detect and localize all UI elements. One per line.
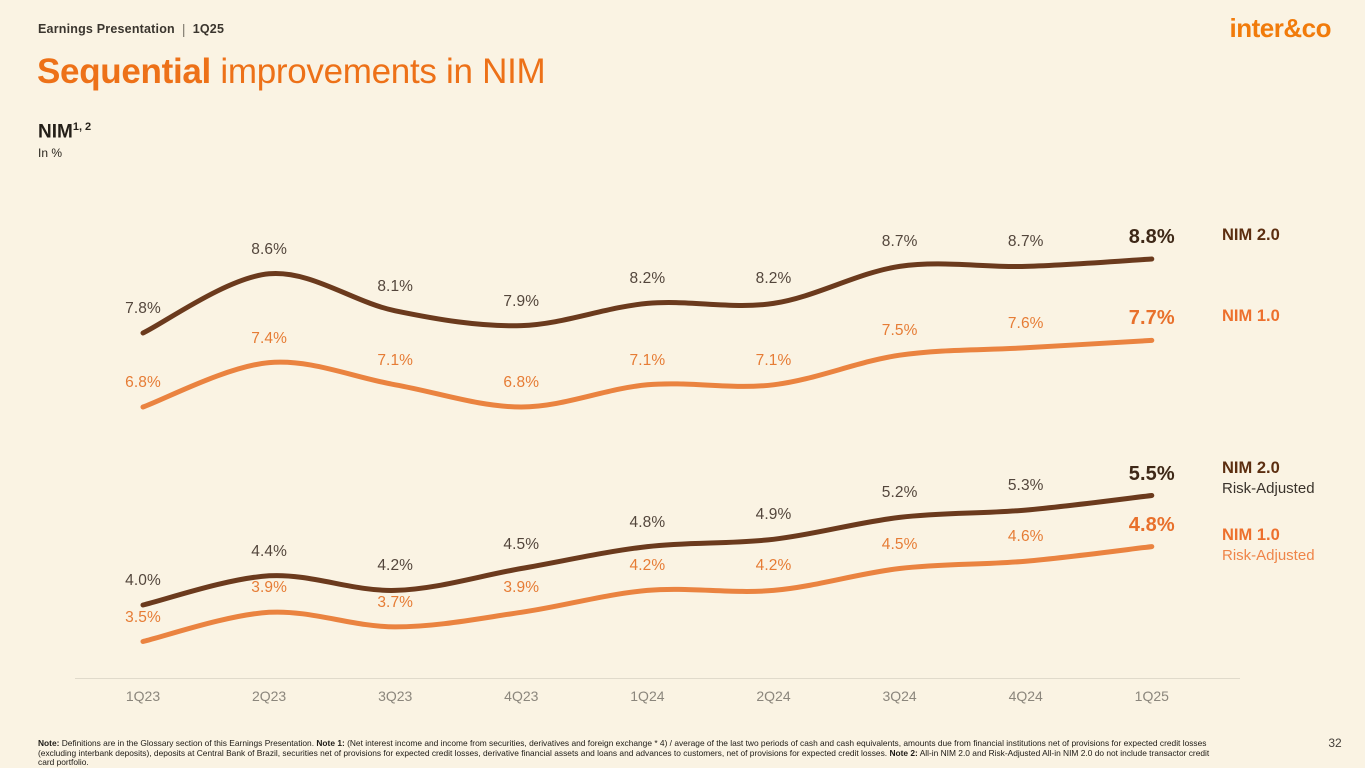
footnote: Note: Definitions are in the Glossary se… (38, 739, 1306, 768)
data-label-nim-2-0-1q24: 8.2% (629, 270, 666, 288)
data-label-nim-2-0-4q23: 7.9% (503, 292, 540, 310)
data-label-nim-1-0-3q23: 7.1% (377, 351, 414, 369)
x-axis-label-2q24: 2Q24 (756, 688, 791, 704)
data-label-nim-1-0-risk-adjusted-4q24: 4.6% (1007, 528, 1044, 546)
data-label-nim-2-0-risk-adjusted-1q24: 4.8% (629, 513, 666, 531)
data-label-nim-1-0-1q24: 7.1% (629, 351, 666, 369)
legend-line1: NIM 2.0 (1222, 459, 1280, 477)
data-label-nim-2-0-1q23: 7.8% (125, 300, 161, 317)
legend-line2: Risk-Adjusted (1222, 479, 1315, 497)
line-nim-2-0-risk-adjusted (140, 493, 1155, 608)
footnote-line: card portfolio. (38, 758, 89, 768)
data-label-nim-2-0-risk-adjusted-1q23: 4.0% (125, 572, 161, 589)
page-title: Sequential improvements in NIM (37, 52, 546, 92)
quarter-label: 1Q25 (192, 22, 225, 36)
legend-nim-2-0-risk-adjusted: NIM 2.0 Risk-Adjusted (1222, 458, 1315, 499)
legend-nim-2-0: NIM 2.0 (1222, 225, 1280, 246)
x-axis-label-1q24: 1Q24 (630, 688, 665, 704)
legend-line1: NIM 2.0 (1222, 226, 1280, 244)
title-emphasis: Sequential (37, 52, 211, 91)
data-label-nim-1-0-risk-adjusted-1q24: 4.2% (629, 557, 666, 575)
x-axis-label-4q23: 4Q23 (504, 688, 539, 704)
data-label-nim-1-0-2q23: 7.4% (251, 329, 287, 347)
data-label-nim-2-0-1q25: 8.8% (1128, 226, 1175, 248)
data-label-nim-1-0-1q23: 6.8% (125, 374, 161, 391)
deck-title: Earnings Presentation (38, 22, 175, 36)
legend-line1: NIM 1.0 (1222, 526, 1280, 544)
data-label-nim-2-0-3q23: 8.1% (377, 277, 414, 295)
data-label-nim-2-0-2q23: 8.6% (251, 240, 287, 258)
data-label-nim-2-0-risk-adjusted-1q25: 5.5% (1128, 462, 1175, 485)
data-label-nim-2-0-risk-adjusted-2q23: 4.4% (251, 542, 287, 560)
company-logo: inter&co (1229, 13, 1332, 43)
x-axis-label-1q25: 1Q25 (1134, 688, 1169, 704)
data-label-nim-1-0-risk-adjusted-2q23: 3.9% (251, 579, 287, 597)
data-label-nim-1-0-risk-adjusted-1q25: 4.8% (1128, 513, 1175, 536)
line-nim-1-0 (140, 337, 1155, 410)
data-label-nim-1-0-3q24: 7.5% (881, 322, 918, 340)
breadcrumb: Earnings Presentation | 1Q25 (38, 21, 224, 37)
footnote-line: Note: Definitions are in the Glossary se… (38, 739, 1207, 748)
x-axis-label-2q23: 2Q23 (251, 688, 287, 704)
data-label-nim-1-0-risk-adjusted-1q23: 3.5% (125, 608, 161, 626)
legend-line2: Risk-Adjusted (1222, 546, 1315, 564)
data-label-nim-1-0-risk-adjusted-4q23: 3.9% (503, 579, 540, 597)
data-label-nim-1-0-risk-adjusted-2q24: 4.2% (755, 557, 792, 575)
legend-line1: NIM 1.0 (1222, 307, 1280, 325)
footnote-line: (excluding interbank deposits), deposits… (38, 748, 1210, 758)
metric-superscript: 1, 2 (72, 121, 92, 133)
x-axis-line (75, 678, 1240, 679)
title-rest: improvements in NIM (210, 52, 546, 91)
line-nim-2-0 (140, 256, 1155, 336)
metric-heading: NIM1, 2 In % (38, 121, 91, 160)
data-label-nim-2-0-risk-adjusted-3q24: 5.2% (881, 484, 918, 502)
data-label-nim-2-0-4q24: 8.7% (1007, 233, 1044, 251)
data-label-nim-1-0-risk-adjusted-3q23: 3.7% (377, 593, 414, 611)
data-label-nim-2-0-risk-adjusted-2q24: 4.9% (755, 506, 792, 524)
data-label-nim-1-0-4q23: 6.8% (503, 374, 540, 391)
page-number: 32 (1328, 736, 1342, 750)
x-axis-label-3q23: 3Q23 (378, 688, 413, 704)
x-axis-label-1q23: 1Q23 (125, 688, 161, 704)
data-label-nim-2-0-2q24: 8.2% (755, 270, 792, 288)
legend-nim-1-0-risk-adjusted: NIM 1.0 Risk-Adjusted (1222, 525, 1315, 566)
data-label-nim-2-0-risk-adjusted-3q23: 4.2% (377, 557, 414, 575)
data-label-nim-2-0-3q24: 8.7% (881, 233, 918, 251)
line-nim-1-0-risk-adjusted (140, 544, 1155, 644)
data-label-nim-2-0-risk-adjusted-4q24: 5.3% (1007, 477, 1044, 495)
data-label-nim-2-0-risk-adjusted-4q23: 4.5% (503, 535, 540, 553)
metric-name: NIM1, 2 (38, 121, 92, 143)
metric-unit: In % (38, 146, 63, 161)
legend-nim-1-0: NIM 1.0 (1222, 306, 1280, 327)
data-label-nim-1-0-1q25: 7.7% (1128, 307, 1175, 330)
x-axis-label-4q24: 4Q24 (1008, 688, 1043, 704)
data-label-nim-1-0-2q24: 7.1% (755, 351, 792, 369)
x-axis-label-3q24: 3Q24 (882, 688, 917, 704)
data-label-nim-1-0-risk-adjusted-3q24: 4.5% (881, 535, 918, 553)
data-label-nim-1-0-4q24: 7.6% (1007, 314, 1044, 332)
header-separator: | (181, 21, 186, 37)
